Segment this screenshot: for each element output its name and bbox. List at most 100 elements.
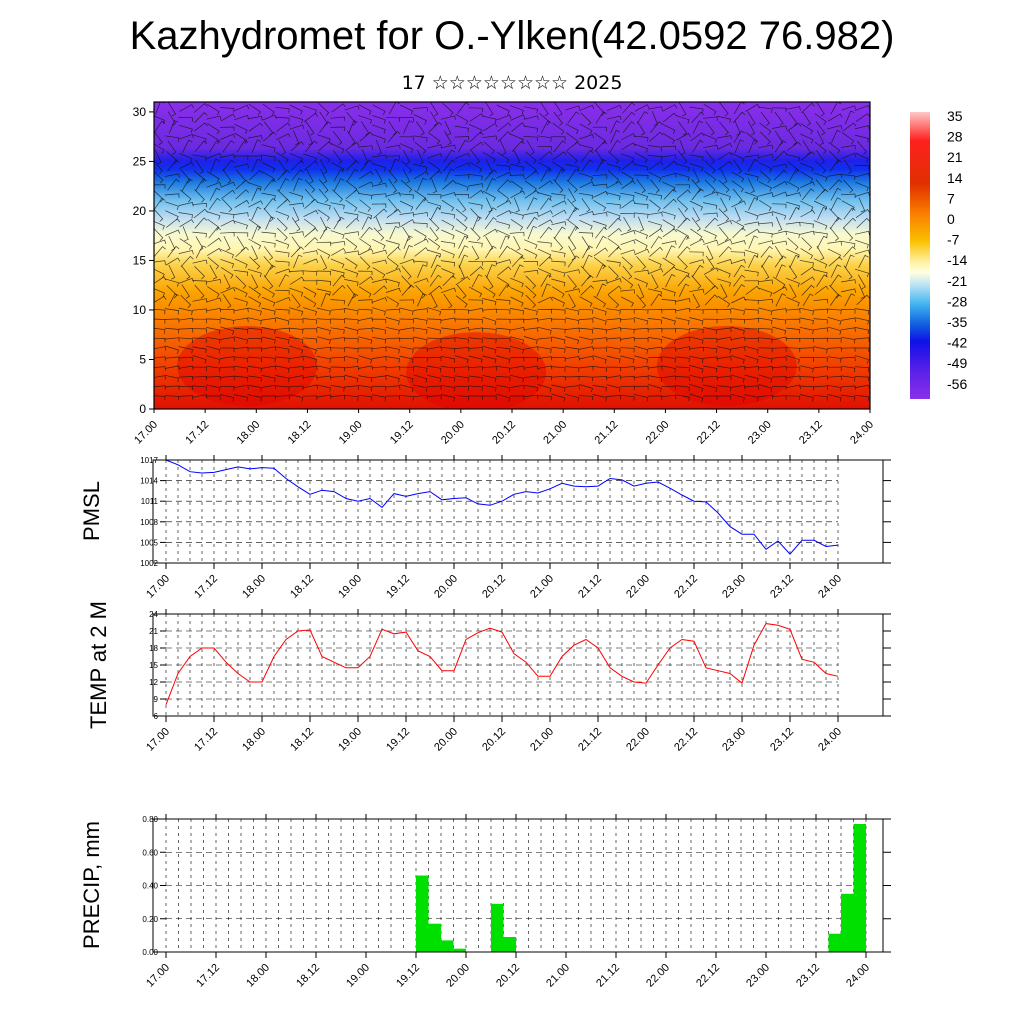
wind-barb bbox=[813, 394, 828, 401]
wind-barb bbox=[703, 202, 718, 210]
wind-barb bbox=[537, 145, 552, 151]
wind-barb bbox=[854, 327, 870, 335]
wind-barb bbox=[689, 288, 705, 294]
wind-barb bbox=[841, 317, 856, 322]
wind-barb bbox=[344, 279, 359, 287]
x-tick-label: 18.00 bbox=[244, 962, 272, 990]
colorbar-label: -42 bbox=[947, 335, 967, 351]
wind-barb bbox=[458, 264, 465, 280]
wind-barb bbox=[634, 229, 648, 240]
wind-barb bbox=[538, 219, 553, 227]
wind-barb bbox=[647, 318, 663, 325]
wind-barb bbox=[249, 256, 261, 270]
x-tick-label: 20.12 bbox=[490, 419, 518, 447]
wind-barb bbox=[263, 198, 277, 210]
wind-barb bbox=[499, 235, 510, 250]
wind-barb bbox=[318, 188, 329, 203]
wind-barb bbox=[661, 375, 677, 380]
wind-barb bbox=[717, 151, 733, 160]
wind-barb bbox=[704, 160, 716, 174]
wind-barb bbox=[830, 197, 842, 211]
wind-barb bbox=[813, 327, 829, 332]
wind-barb bbox=[302, 307, 317, 316]
wind-barb bbox=[689, 163, 704, 172]
wind-barb bbox=[275, 210, 290, 220]
wind-barb bbox=[306, 168, 314, 184]
wind-barb bbox=[840, 385, 856, 391]
wind-barb bbox=[428, 238, 441, 250]
wind-barb bbox=[690, 132, 705, 142]
wind-barb bbox=[785, 318, 801, 324]
wind-barb bbox=[703, 191, 719, 198]
wind-barb bbox=[551, 193, 566, 200]
wind-barb bbox=[650, 236, 663, 249]
precip-bar bbox=[841, 893, 854, 952]
wind-barb bbox=[717, 191, 731, 201]
wind-barb bbox=[813, 172, 828, 182]
wind-barb bbox=[344, 385, 359, 390]
wind-barb bbox=[816, 102, 825, 117]
wind-barb bbox=[222, 294, 232, 309]
wind-barb bbox=[758, 144, 774, 149]
wind-barb bbox=[275, 289, 290, 295]
wind-barb bbox=[402, 168, 411, 184]
wind-barb bbox=[345, 257, 358, 269]
wind-barb bbox=[317, 209, 330, 221]
wind-barb bbox=[702, 337, 718, 343]
wind-barb bbox=[165, 278, 179, 287]
wind-barb bbox=[247, 347, 263, 352]
wind-barb bbox=[263, 256, 274, 270]
wind-barb bbox=[360, 226, 373, 239]
y-tick-label: 0.40 bbox=[142, 882, 158, 891]
x-tick-label: 17.00 bbox=[144, 573, 172, 601]
wind-barb bbox=[454, 174, 470, 179]
wind-barb bbox=[537, 326, 552, 335]
wind-barb bbox=[371, 336, 387, 344]
wind-barb bbox=[511, 255, 525, 268]
wind-barb bbox=[579, 219, 593, 230]
wind-barb bbox=[444, 168, 455, 182]
wind-barb bbox=[509, 308, 525, 315]
wind-barb bbox=[440, 375, 456, 382]
wind-barb bbox=[592, 212, 608, 217]
wind-barb bbox=[302, 318, 318, 324]
wind-barb bbox=[154, 130, 163, 146]
wind-barb bbox=[676, 189, 691, 200]
wind-barb bbox=[606, 115, 622, 120]
wind-barb bbox=[440, 394, 456, 402]
wind-barb bbox=[661, 336, 676, 345]
x-tick-label: 20.00 bbox=[444, 962, 472, 990]
wind-barb bbox=[720, 168, 728, 184]
wind-barb bbox=[372, 238, 386, 250]
precip-axis-label: PRECIP, mm bbox=[79, 821, 104, 949]
wind-barb bbox=[332, 285, 346, 296]
colorbar-label: 21 bbox=[947, 149, 963, 165]
wind-barb bbox=[207, 132, 220, 145]
wind-barb bbox=[303, 153, 317, 163]
wind-barb bbox=[842, 217, 856, 229]
wind-barb bbox=[716, 115, 732, 124]
wind-barb bbox=[596, 158, 607, 172]
wind-barb bbox=[400, 219, 415, 228]
wind-barb bbox=[689, 317, 704, 325]
wind-barb bbox=[730, 336, 746, 342]
wind-barb bbox=[358, 385, 373, 392]
wind-barb bbox=[801, 284, 815, 296]
y-tick-label: 0.20 bbox=[142, 915, 158, 924]
wind-barb bbox=[716, 309, 732, 314]
wind-barb bbox=[495, 164, 511, 171]
wind-barb bbox=[716, 346, 732, 354]
wind-barb bbox=[610, 129, 621, 144]
wind-barb bbox=[293, 254, 303, 269]
wind-barb bbox=[414, 141, 427, 155]
wind-barb bbox=[678, 102, 687, 117]
wind-barb bbox=[691, 179, 702, 193]
wind-barb bbox=[289, 124, 305, 130]
colorbar-label: -49 bbox=[947, 355, 967, 371]
x-tick-label: 18.12 bbox=[294, 962, 322, 990]
wind-barb bbox=[233, 307, 249, 313]
wind-barb bbox=[235, 189, 249, 200]
wind-barb bbox=[470, 150, 481, 165]
wind-barb bbox=[788, 130, 798, 146]
